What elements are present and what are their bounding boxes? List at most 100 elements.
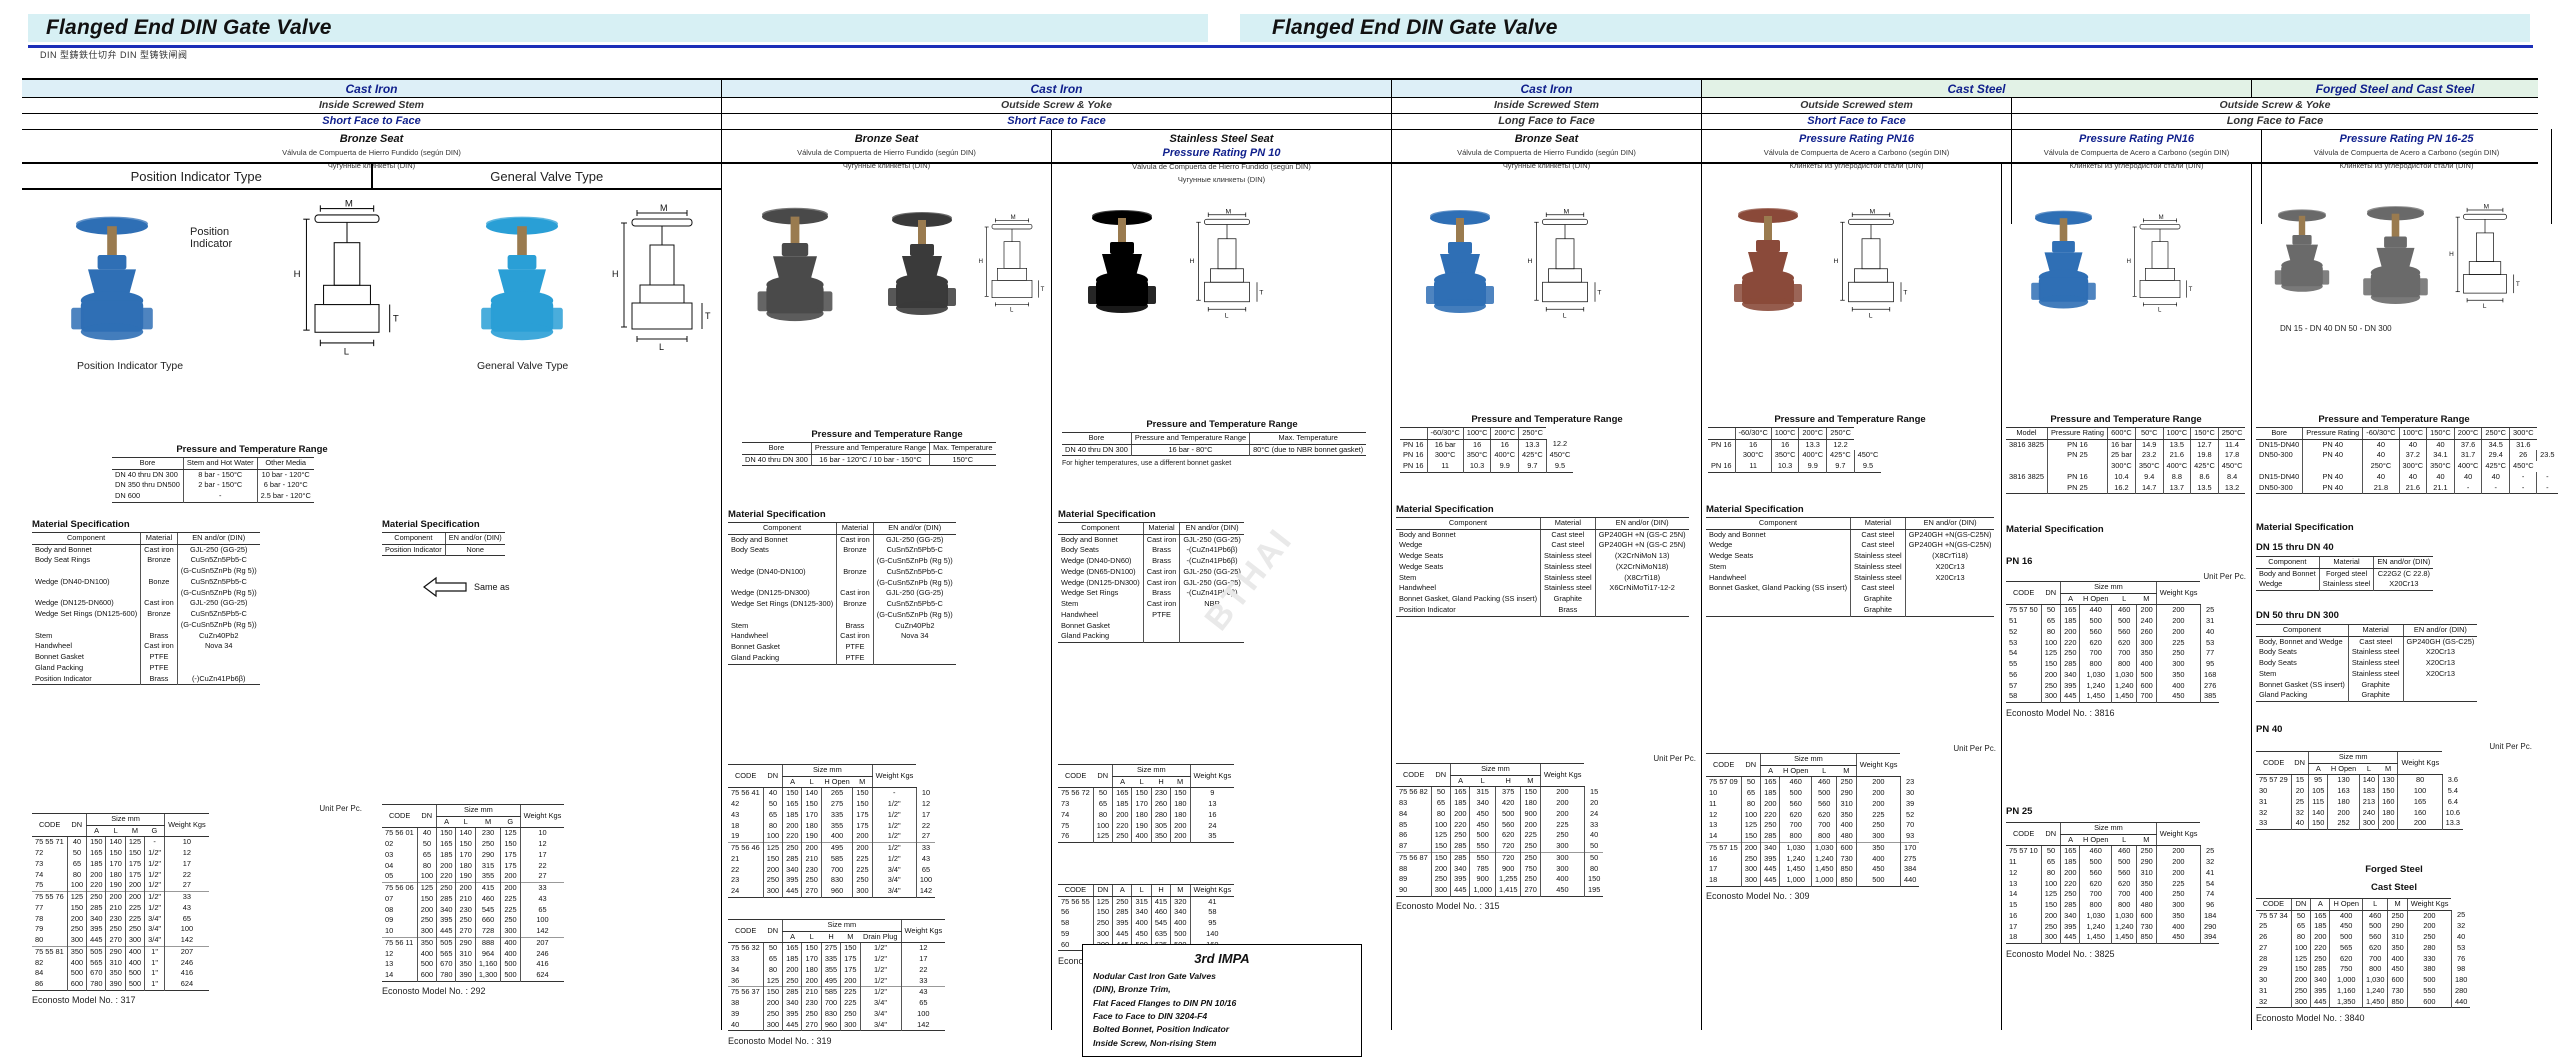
table-cell: 480 xyxy=(2136,900,2157,911)
table-head: CODE DN Size mm Weight Kgs A H Open L M xyxy=(2006,580,2219,606)
table-cell: 180 xyxy=(1170,809,1190,821)
table-cell: 65 xyxy=(2290,921,2311,933)
table-cell: 355 xyxy=(820,964,841,976)
table-cell: (G-CuSn5ZnPb (Rg 5)) xyxy=(176,619,260,631)
table-row: Stem Stainless steel (X8CrTi18) xyxy=(1396,572,1689,584)
subtab-general-valve[interactable]: General Valve Type xyxy=(490,168,604,184)
table-cell: 72 xyxy=(35,848,44,858)
table-cell: 830 xyxy=(820,1008,841,1020)
seat-sub-line: Чугунные клинкеты (DIN) xyxy=(1177,175,1266,185)
table-cell: 400 xyxy=(1170,918,1190,929)
row-seat-cell-5: Pressure Rating PN16 Válvula de Compuerta… xyxy=(2012,129,2262,224)
table-cell: 250 xyxy=(2060,648,2080,660)
table-cell: 335 xyxy=(820,954,841,965)
table-cell: 250 xyxy=(105,924,126,936)
table-cell: 54 xyxy=(2199,878,2220,890)
table-cell: Bronze xyxy=(140,609,178,620)
table-row: Wedge (DN125-DN300) Cast iron GJL-250 (GG-… xyxy=(728,588,956,600)
table-foot-row xyxy=(1062,455,1367,458)
table-cell: Bonnet Gasket xyxy=(731,642,780,652)
content-column-2: M H L T Pressure and Temperature Range Bore Pr… xyxy=(722,164,1052,1046)
col-header: CODE xyxy=(1058,884,1094,897)
table-cell: 450 xyxy=(2329,921,2363,933)
table-body: 75 57 10 50 165 460 460 250 200 25 11 65 185 500 500… xyxy=(2006,845,2220,944)
table-cell: 450 xyxy=(1131,928,1152,940)
table-cell: 37.2 xyxy=(2398,450,2427,462)
table-cell: 1/2" xyxy=(144,891,165,903)
svg-text:M: M xyxy=(1564,208,1570,215)
col-header: M xyxy=(125,824,145,838)
table-cell: 1/2" xyxy=(859,986,902,999)
table-cell: 1,000 xyxy=(1779,875,1812,887)
valve-illustration-col6 xyxy=(2031,210,2096,309)
table-body: Body and Bonnet Cast iron GJL-250 (GG-25) B… xyxy=(1058,534,1244,643)
table-cell: PN 16 xyxy=(2046,439,2108,451)
table-cell: 340 xyxy=(1170,907,1190,919)
table-foot xyxy=(1396,615,1689,619)
table-cell: 58 xyxy=(1061,918,1070,928)
table-cell: Handwheel xyxy=(35,641,72,651)
svg-text:M: M xyxy=(1226,208,1232,215)
table-cell: 25 xyxy=(2450,910,2471,922)
table-cell: 450 xyxy=(2155,691,2201,703)
table-cell: 140 xyxy=(105,836,126,849)
header-rule-1 xyxy=(22,97,2538,98)
table-cell: 250 xyxy=(782,975,802,987)
section-heading: PN 16 xyxy=(2006,556,2033,567)
col-header: EN and/or (DIN) xyxy=(872,522,956,535)
table-row: Graphite xyxy=(1706,604,1995,617)
table-row: Wedge Cast steel GP240GH +N (GS-C 25N) xyxy=(1396,540,1689,552)
table-cell: Stem xyxy=(1399,572,1417,582)
table-cell: 700 xyxy=(2110,889,2137,901)
table-cell: 31 xyxy=(2199,616,2220,627)
table-cell: 200 xyxy=(1855,788,1901,799)
col-header: A xyxy=(1112,775,1132,789)
table-cell: 225 xyxy=(852,853,873,865)
table-cell: 8 bar - 150°C xyxy=(182,469,258,481)
table-cell: Bronze xyxy=(140,555,178,567)
group-header: Size mm xyxy=(1112,764,1190,777)
table-cell: 100 xyxy=(1740,809,1761,821)
table-cell: 310 xyxy=(105,957,126,969)
table-cell: Wedge (DN40-DN100) xyxy=(731,566,806,576)
table-row: Body Seat Rings Bronze CuSn5Zn5Pb5-C xyxy=(32,555,260,567)
table-cell: - xyxy=(2509,471,2537,483)
col-header: H Open xyxy=(2079,592,2112,606)
table-cell: 300 xyxy=(2136,637,2157,649)
table-row: 84 500 670 350 500 1" 416 xyxy=(32,968,209,980)
table-cell: 350 xyxy=(455,959,476,971)
table-row: Bonnet Gasket PTFE xyxy=(728,642,956,653)
col-header: Model xyxy=(2006,427,2048,440)
header-rule-3 xyxy=(22,129,2538,130)
svg-text:H: H xyxy=(2449,251,2454,258)
table-cell: 12.2 xyxy=(1826,439,1855,451)
table-cell: 350°C xyxy=(2426,461,2455,472)
col-header: M xyxy=(2387,898,2408,911)
table-cell: 190 xyxy=(801,831,822,843)
table-cell: 445 xyxy=(2060,932,2080,944)
table-cell: Stem xyxy=(731,620,749,630)
row-stem-cell-4: Outside Screw & Yoke xyxy=(2012,97,2538,113)
table-cell: 175 xyxy=(840,964,860,976)
col-header: Component xyxy=(2256,624,2349,637)
table-cell: 728 xyxy=(474,926,501,938)
table-cell: 12 xyxy=(900,942,946,955)
table-cell: PN 16 xyxy=(1711,461,1732,471)
table-cell: 400 xyxy=(416,948,437,960)
table-cell: X20Cr13 xyxy=(1904,561,1995,573)
table-header-row: Component Material EN and/or (DIN) xyxy=(32,532,260,545)
col-header: L xyxy=(2361,898,2388,911)
table-cell: 100 xyxy=(416,871,437,883)
table-cell: 16 xyxy=(1709,853,1718,863)
table-row: 32 32 140 200 240 180 160 10.6 xyxy=(2256,807,2464,819)
table-cell: 1,160 xyxy=(474,959,501,971)
table-cell xyxy=(2006,450,2047,461)
table-cell: 300 xyxy=(2155,900,2201,911)
left-arrow-icon xyxy=(423,576,467,598)
subtab-position-indicator[interactable]: Position Indicator Type xyxy=(22,164,373,188)
table-cell: 33 xyxy=(519,882,565,894)
table-foot-row xyxy=(382,980,565,984)
row-stem-cell-1: Outside Screw & Yoke xyxy=(722,97,1392,113)
table-head: Bore Pressure Rating -60/30°C 100°C 150°C 200… xyxy=(2256,427,2558,440)
table-row: Gland Packing PTFE xyxy=(32,662,260,674)
